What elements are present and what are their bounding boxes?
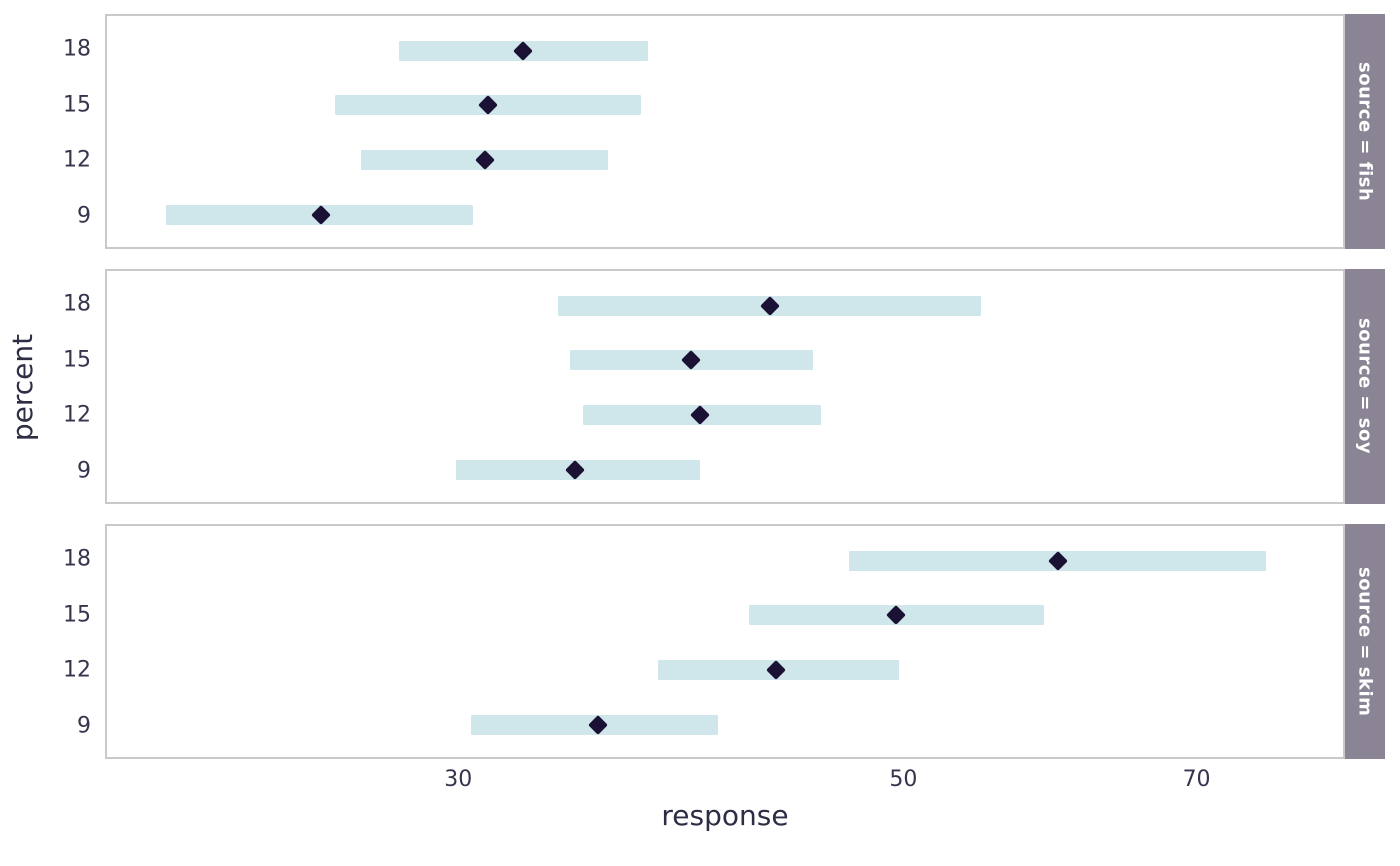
plot-panel-skim <box>105 524 1345 759</box>
facet-strip-skim: source = skim <box>1345 524 1385 759</box>
facet-panels: 18 15 12 9 source = fish 18 15 12 9 source = soy 1… <box>45 14 1385 759</box>
plot-panel-soy <box>105 269 1345 504</box>
x-tick-label: 30 <box>444 767 473 792</box>
y-tick-label: 15 <box>63 602 91 628</box>
x-tick-label: 70 <box>1182 767 1211 792</box>
facet-strip-soy: source = soy <box>1345 269 1385 504</box>
facet-strip-fish: source = fish <box>1345 14 1385 249</box>
facet-row-soy: 18 15 12 9 source = soy <box>45 269 1385 504</box>
facet-row-skim: 18 15 12 9 source = skim <box>45 524 1385 759</box>
y-tick-label: 9 <box>77 458 91 484</box>
y-tick-label: 12 <box>63 402 91 428</box>
y-tick-label: 9 <box>77 713 91 739</box>
y-axis-title: percent <box>6 333 39 442</box>
x-axis: 30 50 70 <box>105 759 1345 799</box>
y-tick-column: 18 15 12 9 <box>45 524 105 759</box>
y-tick-label: 18 <box>63 546 91 572</box>
y-tick-label: 9 <box>77 203 91 229</box>
plot-area: 18 15 12 9 source = fish 18 15 12 9 source = soy 1… <box>45 0 1385 866</box>
x-axis-title: response <box>661 799 789 832</box>
plot-panel-fish <box>105 14 1345 249</box>
y-tick-column: 18 15 12 9 <box>45 14 105 249</box>
y-tick-label: 18 <box>63 36 91 62</box>
facet-row-fish: 18 15 12 9 source = fish <box>45 14 1385 249</box>
y-tick-label: 15 <box>63 92 91 118</box>
x-tick-label: 50 <box>889 767 918 792</box>
y-axis-title-container: percent <box>0 0 45 775</box>
y-tick-label: 15 <box>63 347 91 373</box>
y-tick-label: 12 <box>63 147 91 173</box>
y-tick-label: 18 <box>63 291 91 317</box>
y-tick-column: 18 15 12 9 <box>45 269 105 504</box>
y-tick-label: 12 <box>63 657 91 683</box>
